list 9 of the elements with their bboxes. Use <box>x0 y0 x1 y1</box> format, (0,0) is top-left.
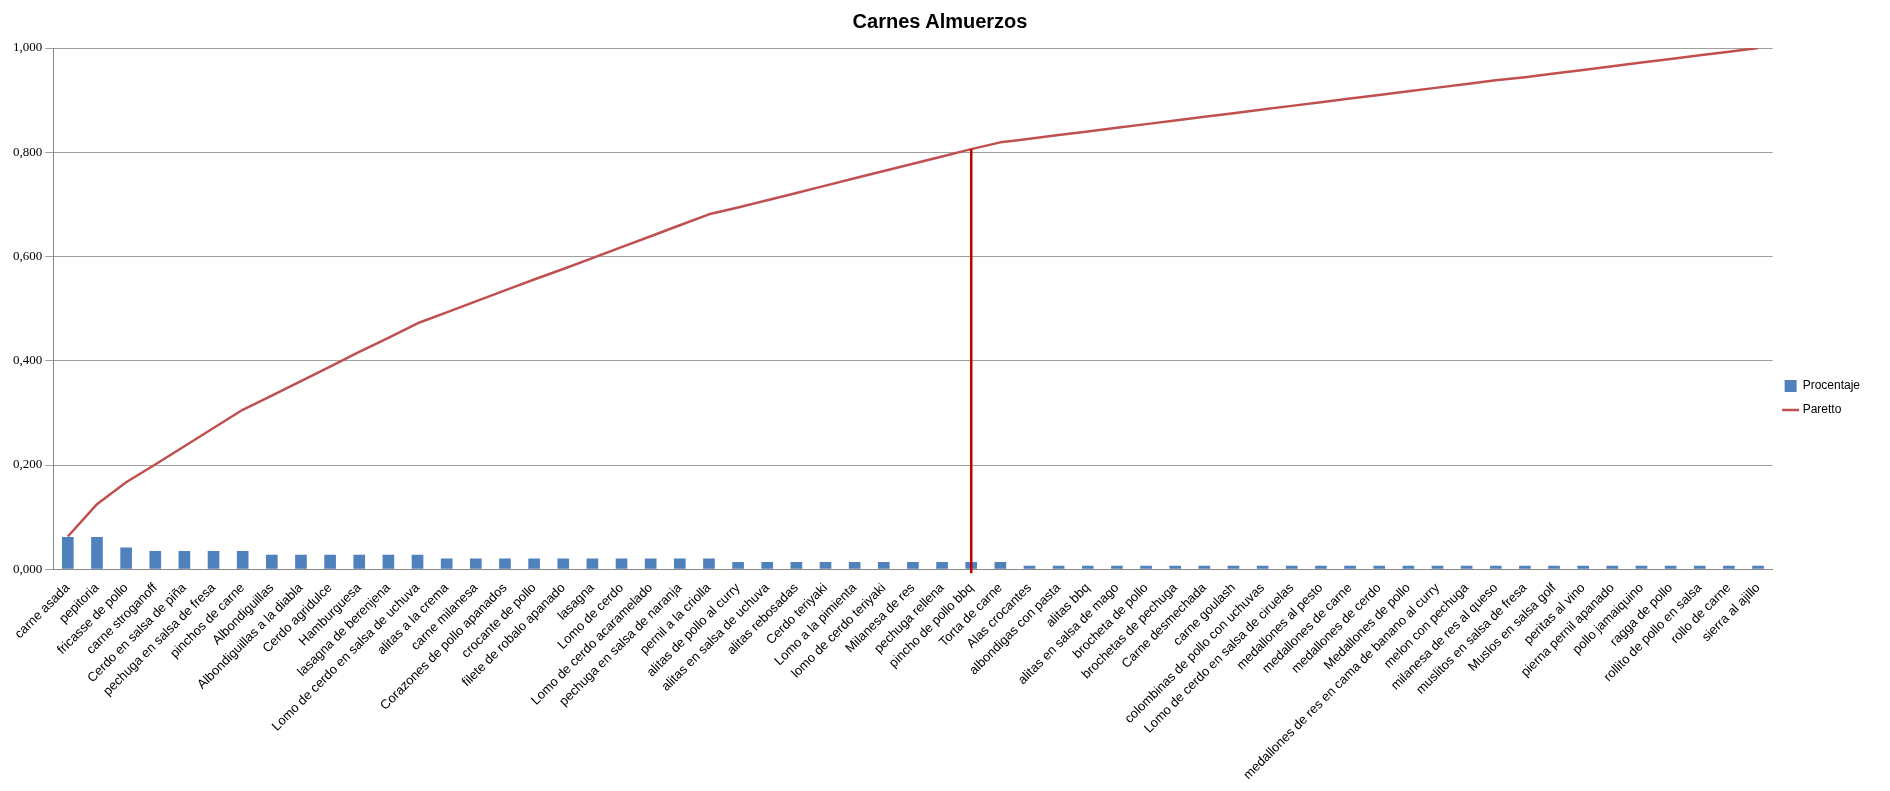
y-tick-label: 1,000 <box>13 39 43 55</box>
y-tick-label: 0,000 <box>13 560 43 576</box>
y-tick-label: 0,400 <box>13 352 43 368</box>
legend-label: Paretto <box>1802 402 1842 417</box>
y-tick-label: 0,200 <box>13 456 43 472</box>
chart-title: Carnes Almuerzos <box>852 9 1028 32</box>
legend-label: Procentaje <box>1802 378 1861 393</box>
y-tick-label: 0,800 <box>13 143 43 159</box>
y-tick-label: 0,600 <box>13 247 43 263</box>
